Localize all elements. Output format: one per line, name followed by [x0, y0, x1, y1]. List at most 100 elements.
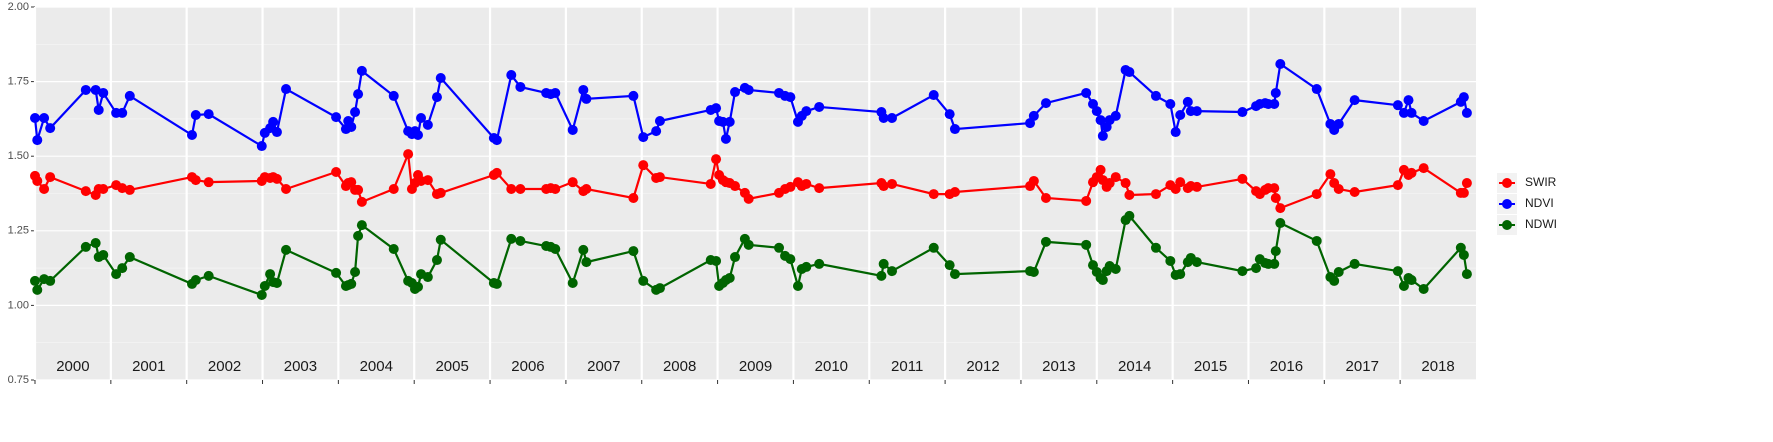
legend-label: NDVI — [1525, 196, 1554, 210]
point — [814, 183, 825, 194]
point — [271, 127, 282, 138]
year-label: 2000 — [56, 358, 89, 375]
point — [506, 70, 517, 81]
point — [259, 281, 270, 292]
point — [117, 263, 128, 274]
point — [1097, 275, 1108, 286]
point — [628, 246, 639, 257]
point — [281, 84, 292, 95]
point — [792, 281, 803, 292]
year-label: 2002 — [208, 358, 241, 375]
legend-point — [1502, 220, 1512, 230]
point — [388, 244, 399, 255]
point — [785, 181, 796, 192]
point — [506, 184, 517, 195]
point — [1349, 187, 1360, 198]
point — [388, 184, 399, 195]
point — [724, 272, 735, 283]
point — [356, 196, 367, 207]
point — [256, 141, 267, 152]
point — [1349, 258, 1360, 269]
point — [711, 255, 722, 266]
point — [45, 275, 56, 286]
point — [928, 189, 939, 200]
point — [93, 104, 104, 115]
point — [203, 270, 214, 281]
point — [801, 178, 812, 189]
point — [1237, 173, 1248, 184]
point — [80, 241, 91, 252]
point — [1418, 115, 1429, 126]
point — [281, 184, 292, 195]
point — [1311, 189, 1322, 200]
year-label: 2005 — [435, 358, 468, 375]
point — [190, 110, 201, 121]
point — [117, 107, 128, 118]
point — [124, 252, 135, 263]
point — [743, 193, 754, 204]
point — [1120, 178, 1131, 189]
year-label: 2011 — [891, 358, 923, 375]
y-tick-label: 1.75 — [8, 76, 29, 88]
point — [654, 115, 665, 126]
legend-point — [1502, 178, 1512, 188]
point — [1458, 92, 1469, 103]
point — [1270, 87, 1281, 98]
point — [1124, 67, 1135, 78]
point — [878, 181, 889, 192]
point — [268, 116, 279, 127]
point — [720, 133, 731, 144]
year-label: 2015 — [1194, 358, 1227, 375]
point — [356, 65, 367, 76]
point — [1333, 118, 1344, 129]
legend-label: SWIR — [1525, 175, 1557, 189]
point — [1392, 180, 1403, 191]
legend-point — [1502, 199, 1512, 209]
point — [1040, 98, 1051, 109]
point — [271, 173, 282, 184]
year-label: 2006 — [511, 358, 544, 375]
point — [98, 249, 109, 260]
point — [1170, 127, 1181, 138]
point — [949, 124, 960, 135]
point — [32, 284, 43, 295]
point — [1398, 281, 1409, 292]
point — [1403, 95, 1414, 106]
point — [1028, 266, 1039, 277]
point — [887, 113, 898, 124]
y-tick-label: 0.75 — [8, 374, 29, 386]
point — [80, 84, 91, 95]
point — [578, 84, 589, 95]
point — [628, 90, 639, 101]
point — [203, 109, 214, 120]
point — [1461, 178, 1472, 189]
point — [1275, 58, 1286, 69]
point — [353, 230, 364, 241]
point — [705, 178, 716, 189]
point — [1191, 106, 1202, 117]
point — [491, 167, 502, 178]
point — [416, 113, 427, 124]
point — [515, 235, 526, 246]
point — [431, 255, 442, 266]
point — [1175, 177, 1186, 188]
point — [422, 272, 433, 283]
point — [39, 113, 50, 124]
point — [515, 184, 526, 195]
point — [186, 130, 197, 141]
point — [814, 258, 825, 269]
point — [730, 181, 741, 192]
point — [356, 220, 367, 231]
point — [730, 87, 741, 98]
point — [30, 113, 40, 124]
point — [350, 266, 361, 277]
point — [1275, 203, 1286, 214]
point — [1270, 192, 1281, 203]
point — [90, 238, 101, 249]
point — [581, 93, 592, 104]
point — [1081, 239, 1092, 250]
point — [1392, 100, 1403, 111]
year-label: 2018 — [1421, 358, 1454, 375]
point — [1028, 175, 1039, 186]
point — [1150, 242, 1161, 253]
